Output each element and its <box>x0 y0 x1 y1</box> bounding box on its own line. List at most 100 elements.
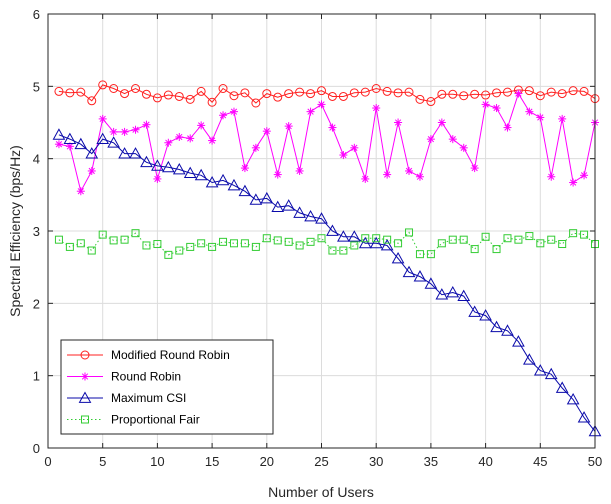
data-point <box>194 168 208 181</box>
y-tick-label: 2 <box>33 296 40 311</box>
legend-item: Modified Round Robin <box>67 348 230 362</box>
data-point <box>98 230 107 239</box>
data-point <box>577 411 591 423</box>
data-point <box>65 88 75 98</box>
x-tick-label: 5 <box>99 454 106 469</box>
data-point <box>109 127 118 136</box>
data-point <box>118 147 131 159</box>
data-point <box>63 132 77 145</box>
data-point <box>371 84 381 94</box>
data-point <box>306 237 315 246</box>
data-point <box>52 128 66 140</box>
data-point <box>525 107 534 116</box>
data-point <box>448 135 457 144</box>
data-point <box>360 87 370 97</box>
data-point <box>338 91 348 101</box>
data-point <box>547 235 556 244</box>
data-point <box>174 91 184 101</box>
data-point <box>218 84 228 94</box>
data-point <box>164 250 173 259</box>
data-point <box>382 86 392 96</box>
data-point <box>448 235 457 244</box>
legend-marker <box>81 415 89 424</box>
legend-marker <box>78 391 92 403</box>
data-point <box>54 140 63 149</box>
data-point <box>208 242 217 251</box>
data-point <box>546 87 556 97</box>
data-point <box>109 236 118 245</box>
legend-marker <box>81 372 89 381</box>
data-point <box>197 239 206 248</box>
data-point <box>492 245 501 254</box>
data-point <box>569 229 578 238</box>
data-point <box>413 270 427 282</box>
data-point <box>394 118 403 127</box>
x-tick-label: 50 <box>588 454 602 469</box>
data-point <box>186 134 195 143</box>
data-point <box>470 245 479 254</box>
data-point <box>569 178 578 187</box>
data-point <box>284 122 293 131</box>
data-point <box>120 89 130 99</box>
data-point <box>317 100 326 109</box>
series-triangle <box>52 128 602 437</box>
data-point <box>306 89 316 99</box>
data-point <box>284 237 293 246</box>
legend-item: Maximum CSI <box>67 391 186 405</box>
data-point <box>197 121 206 130</box>
x-tick-label: 10 <box>150 454 164 469</box>
series-line <box>58 134 596 432</box>
data-point <box>459 91 469 101</box>
x-tick-label: 30 <box>369 454 383 469</box>
data-point <box>468 305 482 317</box>
data-point <box>238 184 252 197</box>
data-point <box>282 199 296 211</box>
data-point <box>153 240 162 249</box>
data-point <box>227 178 241 191</box>
data-point <box>481 232 490 241</box>
legend-box <box>60 339 274 435</box>
data-point <box>380 238 394 251</box>
data-point <box>501 324 514 336</box>
series-line <box>58 92 596 193</box>
data-point <box>249 193 263 205</box>
data-point <box>457 289 471 301</box>
data-point <box>109 84 119 94</box>
data-point <box>372 104 381 113</box>
data-point <box>490 320 503 333</box>
data-point <box>435 288 449 300</box>
data-point <box>273 236 282 245</box>
data-point <box>503 234 512 243</box>
data-point <box>185 94 195 104</box>
data-point <box>208 136 217 145</box>
data-point <box>415 172 424 181</box>
data-point <box>361 174 370 183</box>
data-point <box>293 206 306 218</box>
data-point <box>131 84 141 94</box>
data-point <box>580 171 589 180</box>
data-point <box>87 166 96 175</box>
y-tick-label: 4 <box>33 152 40 167</box>
data-point <box>172 162 186 175</box>
data-point <box>317 86 326 96</box>
data-point <box>251 143 260 152</box>
series-line <box>58 84 596 104</box>
data-point <box>426 97 436 107</box>
data-point <box>120 127 129 136</box>
data-point <box>273 170 282 179</box>
data-point <box>426 135 435 144</box>
data-point <box>262 234 271 243</box>
data-point <box>196 86 206 96</box>
y-tick-label: 5 <box>33 79 40 94</box>
data-point <box>503 123 512 132</box>
data-point <box>446 285 460 298</box>
data-point <box>459 143 468 152</box>
legend: Modified Round Robin Round Robin Maximum C… <box>60 339 274 435</box>
x-tick-label: 25 <box>314 454 328 469</box>
series-circle <box>54 80 600 108</box>
data-point <box>383 235 392 244</box>
data-point <box>372 234 381 243</box>
legend-marker <box>80 350 90 360</box>
x-tick-label: 15 <box>205 454 219 469</box>
